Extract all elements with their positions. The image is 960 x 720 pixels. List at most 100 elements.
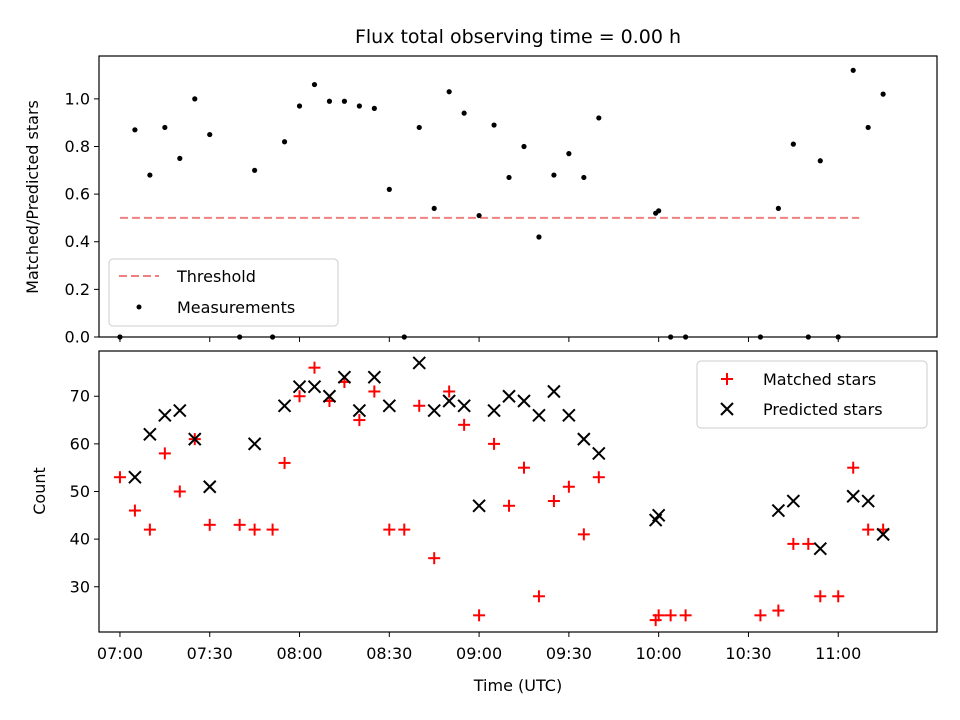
matched-star-point [248, 523, 261, 536]
predicted-star-point [771, 503, 786, 518]
predicted-star-point [592, 446, 606, 461]
matched-star-point [562, 480, 575, 493]
predicted-star-point [457, 399, 471, 413]
count-y-tick-label: 70 [70, 387, 90, 406]
predicted-star-point [292, 380, 307, 394]
matched-star-point [368, 385, 381, 398]
matched-star-point [488, 437, 501, 450]
predicted-star-point [128, 470, 142, 484]
ratio-y-tick-label: 0.2 [65, 280, 90, 299]
count-markers [113, 356, 890, 627]
ratio-panel: 0.0 0.2 0.4 0.6 0.8 1.0 Matched/Predicted sta… [23, 55, 938, 347]
matched-star-point [458, 418, 471, 431]
chart-title: Flux total observing time = 0.00 h [355, 26, 681, 48]
predicted-star-point [813, 541, 827, 556]
count-x-ticks: 07:00 07:30 08:00 08:30 09:00 09:30 10:00 10:30… [97, 632, 861, 663]
count-x-tick-label: 08:30 [366, 644, 412, 663]
matched-legend-label: Matched stars [763, 370, 876, 389]
count-y-tick-label: 60 [70, 434, 90, 453]
measurement-point [581, 174, 587, 181]
count-x-tick-label: 07:30 [187, 644, 233, 663]
ratio-legend: Threshold Measurements [108, 258, 339, 327]
count-axes-frame [98, 350, 938, 633]
matched-star-point [577, 528, 590, 541]
measurement-point [416, 124, 422, 131]
measurement-point [296, 103, 303, 109]
predicted-star-point [517, 394, 531, 408]
matched-star-point [592, 471, 605, 484]
predicted-star-point [337, 370, 352, 384]
matched-star-point [203, 518, 216, 531]
matched-star-point [428, 552, 441, 565]
ratio-axes-frame [98, 55, 938, 338]
measurement-point [177, 155, 183, 161]
ratio-y-tick-label: 0.4 [65, 232, 90, 251]
predicted-star-point [412, 356, 426, 370]
measurement-point [341, 98, 348, 104]
matched-star-point [754, 609, 767, 622]
predicted-star-point [487, 403, 501, 418]
measurement-point [566, 151, 572, 157]
predicted-star-point [532, 408, 546, 423]
predicted-star-point [651, 508, 666, 523]
predicted-star-point [861, 494, 875, 508]
measurement-point [281, 139, 288, 145]
predicted-star-point [502, 389, 516, 403]
measurement-point [817, 158, 823, 164]
matched-star-point [547, 495, 560, 508]
ratio-y-ticks: 0.0 0.2 0.4 0.6 0.8 1.0 [65, 89, 99, 347]
matched-star-point [679, 609, 692, 622]
matched-star-point [443, 385, 456, 398]
predicted-star-point [846, 489, 860, 503]
measurement-point [536, 234, 542, 240]
matched-star-point [473, 609, 486, 622]
matched-star-point [652, 609, 665, 622]
count-y-ticks: 30 40 50 60 70 [70, 387, 99, 596]
measurement-point [596, 115, 602, 121]
measurement-point [371, 105, 377, 111]
count-y-tick-label: 30 [70, 577, 90, 596]
matched-star-point [383, 523, 396, 536]
matched-star-point [158, 447, 171, 460]
matched-star-point [787, 537, 800, 550]
measurement-point [326, 98, 333, 104]
matched-star-point [308, 361, 321, 374]
count-x-tick-label: 08:00 [276, 644, 322, 663]
measurement-point [192, 96, 198, 102]
measurement-point [252, 167, 258, 173]
predicted-star-point [173, 403, 187, 418]
predicted-star-point [442, 394, 456, 408]
measurement-point [162, 124, 168, 131]
count-x-tick-label: 09:00 [456, 644, 502, 663]
predicted-star-point [307, 380, 322, 394]
count-legend: Matched stars Predicted stars [696, 360, 928, 429]
matched-star-point [173, 485, 186, 498]
ratio-y-tick-label: 0.6 [65, 185, 90, 204]
measurement-point [506, 174, 512, 181]
count-y-axis-label: Count [30, 467, 49, 515]
measurement-point [431, 205, 437, 212]
measurement-point [850, 67, 856, 73]
predicted-star-point [786, 494, 801, 508]
matched-star-point [413, 399, 426, 412]
count-x-tick-label: 11:00 [815, 644, 861, 663]
predicted-star-point [322, 389, 337, 403]
predicted-star-point [562, 408, 576, 423]
measurement-point [207, 131, 213, 138]
predicted-star-point [876, 527, 890, 542]
matched-star-point [113, 471, 126, 484]
measurement-point [446, 89, 452, 95]
measurement-point [775, 205, 781, 212]
predicted-star-point [143, 427, 157, 442]
measurement-point [386, 186, 392, 192]
ratio-y-tick-label: 1.0 [65, 89, 90, 108]
measurement-point [551, 172, 557, 178]
measurement-point [132, 127, 138, 133]
measurement-point [521, 143, 527, 150]
ratio-legend-box [108, 258, 339, 327]
measurement-point [491, 122, 497, 128]
matched-star-point [266, 523, 279, 536]
matched-star-point [398, 523, 411, 536]
measurements-legend-swatch [136, 304, 142, 310]
